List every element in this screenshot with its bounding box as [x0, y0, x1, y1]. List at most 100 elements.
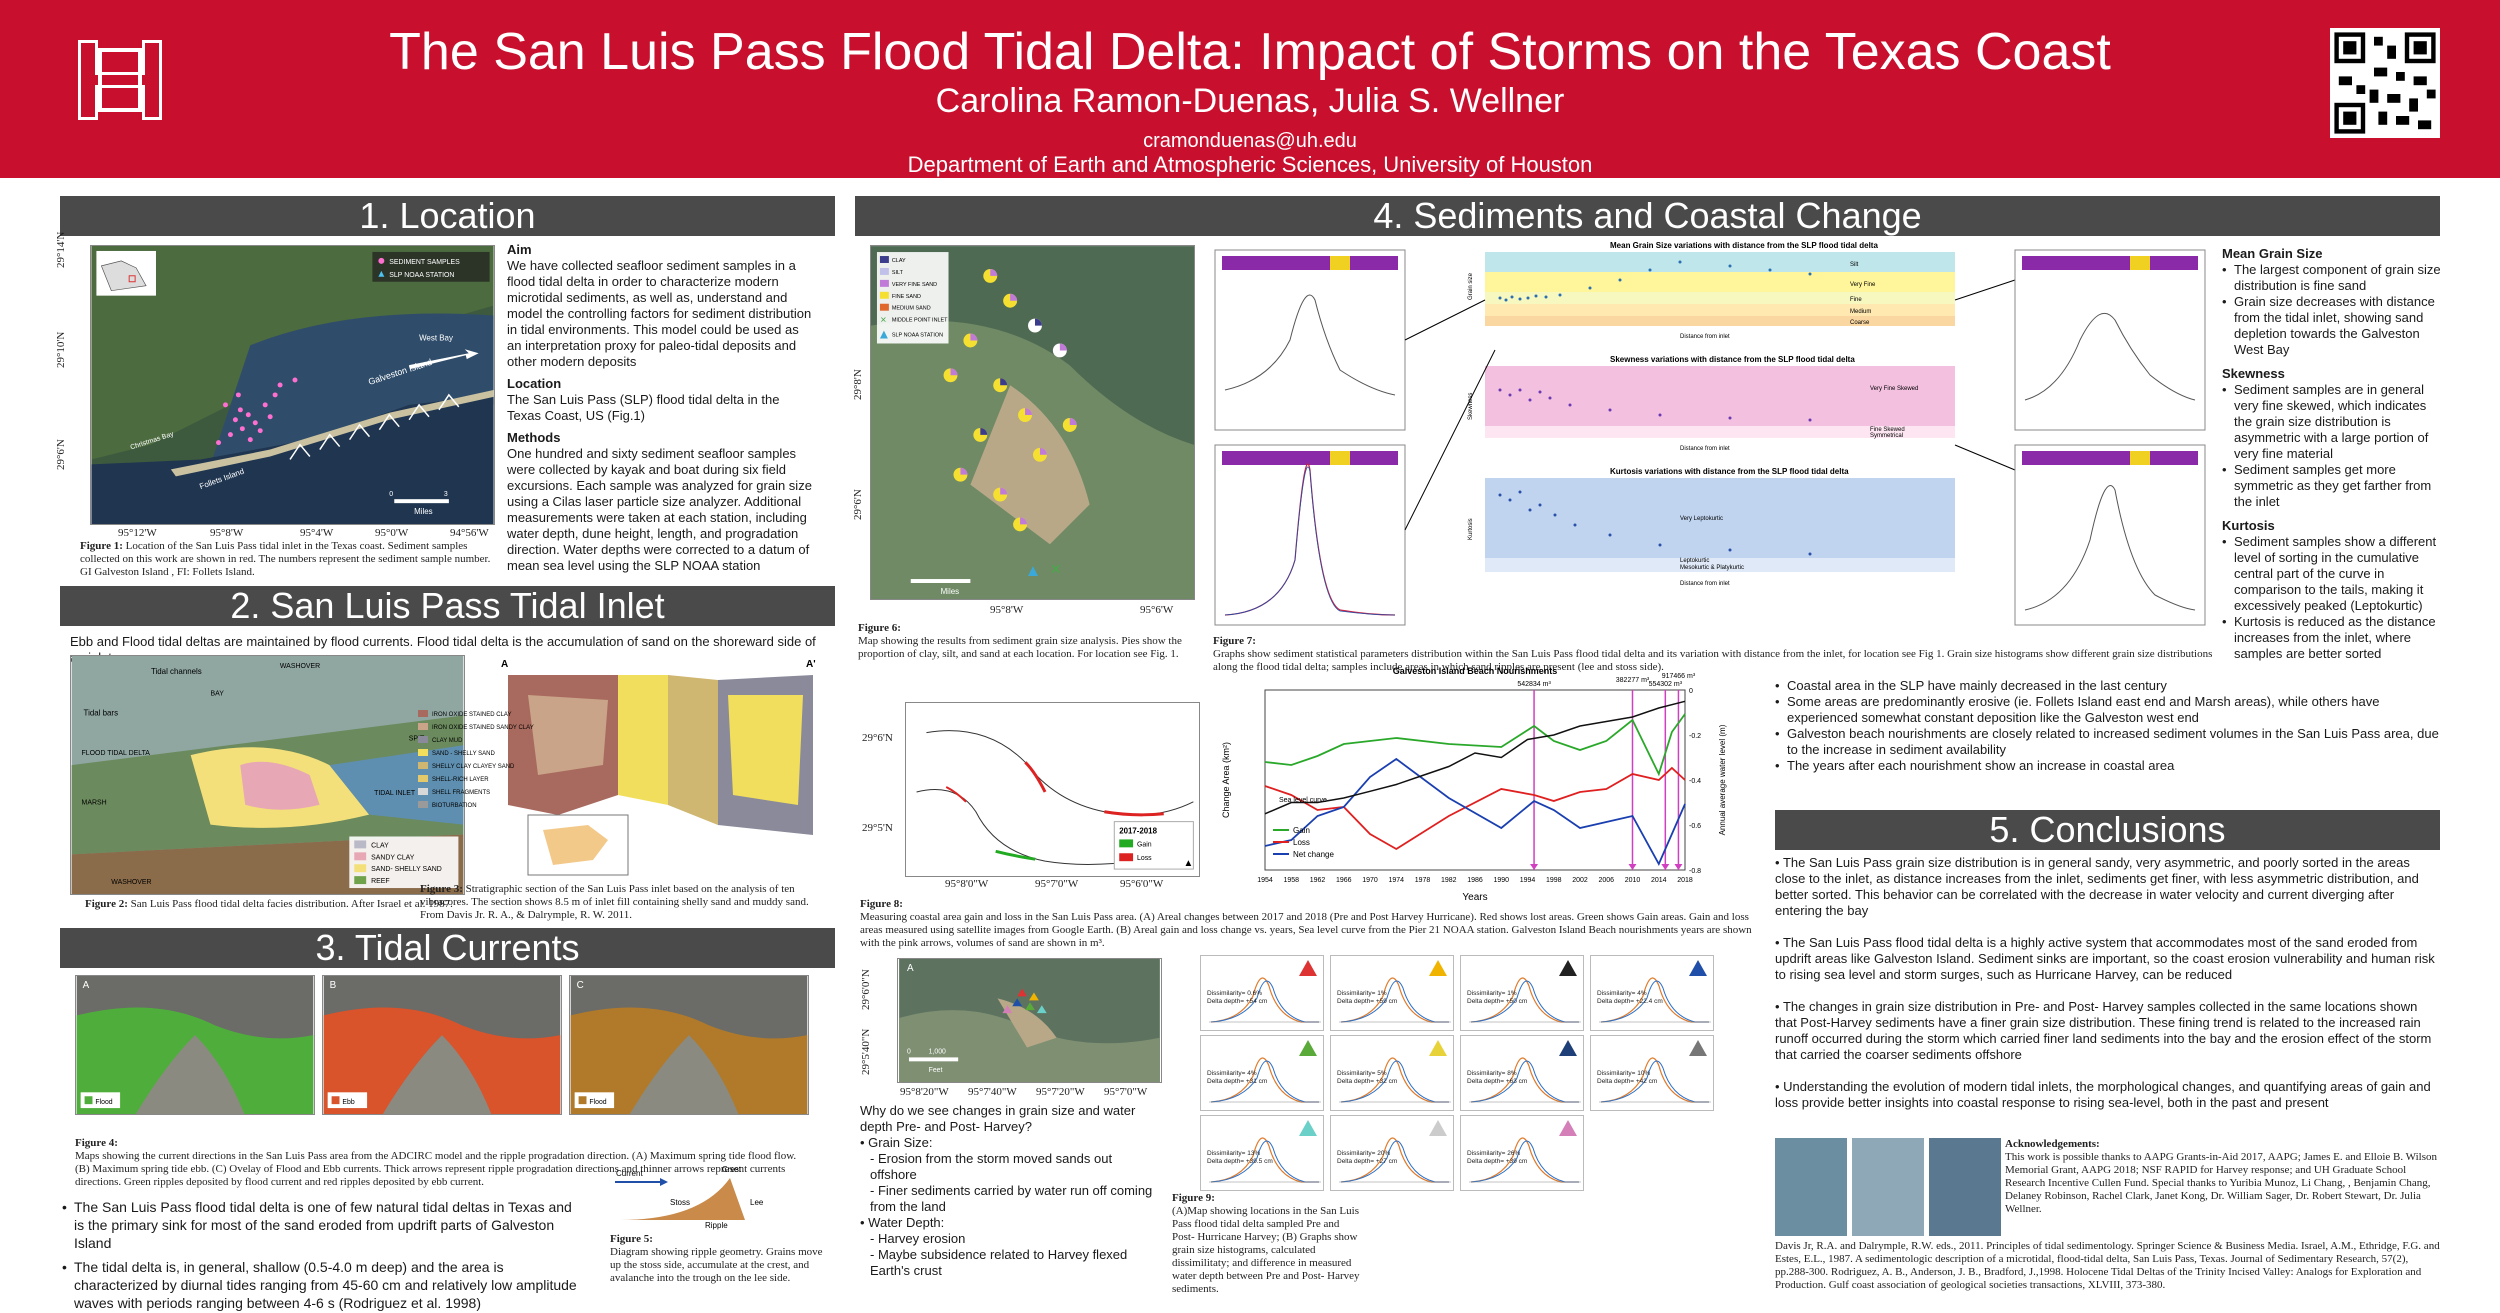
location-triangle-icon [1689, 1040, 1707, 1056]
delta-block-diagram: Tidal channels WASHOVER BAY Tidal bars F… [70, 655, 465, 895]
svg-text:Flood: Flood [589, 1099, 606, 1106]
harvey-histogram: Dissimilarity= 13% Delta depth= +39.5 cm [1200, 1115, 1324, 1191]
svg-text:MEDIUM SAND: MEDIUM SAND [892, 306, 931, 312]
delta-depth-label: Delta depth= +59 cm [1337, 998, 1398, 1005]
dissimilarity-label: Dissimilarity= 1% [1337, 990, 1387, 997]
x-tick-label: 2006 [1598, 877, 1614, 884]
field-photo-kayak [1775, 1138, 1847, 1236]
svg-text:Medium: Medium [1850, 309, 1871, 315]
svg-text:SHELL FRAGMENTS: SHELL FRAGMENTS [432, 790, 490, 796]
nourishment-label: 382277 m³ [1616, 677, 1650, 684]
svg-text:Leptokurtic: Leptokurtic [1680, 558, 1709, 564]
x-tick-label: 1990 [1493, 877, 1509, 884]
dissimilarity-label: Dissimilarity= 1% [1467, 990, 1517, 997]
fig4-caption: Figure 4: Maps showing the current direct… [75, 1137, 797, 1188]
histogram-curves [1209, 977, 1321, 1023]
histogram-curves [1469, 977, 1581, 1023]
svg-text:SPIT: SPIT [409, 735, 425, 742]
location-triangle-icon [1429, 1040, 1447, 1056]
qr-code[interactable] [2330, 28, 2440, 138]
svg-text:Tidal bars: Tidal bars [84, 709, 119, 718]
x-tick-label: 1986 [1467, 877, 1483, 884]
x-tick-label: 2010 [1625, 877, 1641, 884]
x-tick-label: 1978 [1415, 877, 1431, 884]
location-triangle-icon [1559, 1040, 1577, 1056]
svg-text:WASHOVER: WASHOVER [280, 663, 320, 670]
fig2-caption: Figure 2: San Luis Pass flood tidal delt… [85, 898, 453, 910]
svg-text:SAND- SHELLY SAND: SAND- SHELLY SAND [371, 866, 442, 873]
header-banner: The San Luis Pass Flood Tidal Delta: Imp… [0, 0, 2500, 178]
svg-text:West Bay: West Bay [419, 333, 453, 342]
delta-depth-label: Delta depth= +22.4 cm [1597, 998, 1663, 1005]
x-tick-label: 2018 [1677, 877, 1693, 884]
x-tick-label: 1954 [1257, 877, 1273, 884]
histogram-curves [1599, 977, 1711, 1023]
area-change-chart: Galveston Island Beach Nourishments Years… [1221, 666, 1727, 903]
authors: Carolina Ramon-Duenas, Julia S. Wellner [935, 82, 1565, 120]
legend-label: Loss [1293, 838, 1310, 847]
svg-text:SANDY CLAY: SANDY CLAY [371, 854, 415, 861]
svg-text:Fine: Fine [1850, 297, 1862, 303]
svg-text:Miles: Miles [941, 587, 960, 596]
acknowledgements: Acknowledgements: This work is possible … [2005, 1138, 2438, 1215]
svg-text:▲: ▲ [1183, 858, 1193, 869]
author-email[interactable]: cramonduenas@uh.edu [1143, 130, 1357, 152]
svg-text:Kurtosis variations with dista: Kurtosis variations with distance from t… [1610, 467, 1849, 476]
x-tick-label: 1966 [1336, 877, 1352, 884]
svg-text:Gain: Gain [1137, 841, 1152, 848]
y2-tick-label: -0.6 [1689, 823, 1701, 830]
nourishment-arrowhead [1530, 864, 1539, 870]
histogram-curves [1339, 977, 1451, 1023]
sea-level-label: Sea level curve [1279, 797, 1327, 804]
svg-text:A: A [501, 659, 508, 670]
x-tick-label: 1958 [1283, 877, 1299, 884]
x-tick-label: 1994 [1520, 877, 1536, 884]
location-triangle-icon [1689, 960, 1707, 976]
dissimilarity-label: Dissimilarity= 0.6% [1207, 990, 1263, 997]
svg-text:Distance from inlet: Distance from inlet [1680, 446, 1730, 452]
harvey-histogram: Dissimilarity= 20% Delta depth= +27 cm [1330, 1115, 1454, 1191]
department: Department of Earth and Atmospheric Scie… [907, 152, 1593, 177]
fig6-caption: Figure 6: Map showing the results from se… [858, 622, 1182, 660]
svg-text:0: 0 [907, 1048, 911, 1055]
y2-tick-label: -0.8 [1689, 868, 1701, 875]
nourishment-label: 917466 m³ [1662, 673, 1696, 680]
svg-text:0: 0 [389, 491, 393, 498]
harvey-question: Why do we see changes in grain size and … [860, 1103, 1153, 1278]
svg-text:CLAY MUD: CLAY MUD [432, 738, 463, 744]
svg-text:Fine Skewed: Fine Skewed [1870, 427, 1905, 433]
harvey-histogram: Dissimilarity= 1% Delta depth= +59 cm [1330, 955, 1454, 1031]
x-tick-label: 2002 [1572, 877, 1588, 884]
svg-text:Very Leptokurtic: Very Leptokurtic [1680, 516, 1723, 522]
svg-text:MIDDLE POINT INLET: MIDDLE POINT INLET [892, 318, 948, 324]
section-header-currents: 3. Tidal Currents [60, 928, 835, 968]
dissimilarity-label: Dissimilarity= 10% [1597, 1070, 1651, 1077]
svg-text:Mesokurtic & Platykurtic: Mesokurtic & Platykurtic [1680, 565, 1744, 571]
nourishment-arrowhead [1628, 864, 1637, 870]
svg-text:2017-2018: 2017-2018 [1119, 826, 1157, 835]
location-triangle-icon [1559, 1120, 1577, 1136]
sample-pies [943, 268, 1077, 532]
x-tick-label: 1974 [1388, 877, 1404, 884]
histogram-curves [1469, 1137, 1581, 1183]
svg-text:IRON OXIDE STAINED CLAY: IRON OXIDE STAINED CLAY [432, 712, 511, 718]
current-map-flood: Flood A [75, 975, 315, 1115]
gain-loss-map: 2017-2018 Gain Loss ▲ [905, 702, 1200, 877]
svg-text:Kurtosis: Kurtosis [1468, 518, 1474, 540]
fig8-caption: Figure 8: Measuring coastal area gain and… [860, 898, 1752, 949]
harvey-histogram: Dissimilarity= 4% Delta depth= +31 cm [1200, 1035, 1324, 1111]
svg-text:Symmetrical: Symmetrical [1870, 433, 1903, 439]
delta-depth-label: Delta depth= +32 cm [1337, 1078, 1398, 1085]
grain-size-map: CLAY SILT VERY FINE SAND FINE SAND MEDIU… [870, 245, 1195, 600]
series-line-sea-level-curve [1264, 700, 1686, 815]
legend-label: Gain [1293, 826, 1310, 835]
svg-text:SLP NOAA STATION: SLP NOAA STATION [892, 333, 943, 339]
dissimilarity-label: Dissimilarity= 13% [1207, 1150, 1261, 1157]
chart-y2label: Annual average water level (m) [1718, 724, 1727, 835]
svg-text:SAND - SHELLY SAND: SAND - SHELLY SAND [432, 751, 495, 757]
x-tick-label: 1998 [1546, 877, 1562, 884]
harvey-histogram: Dissimilarity= 0.6% Delta depth= +54 cm [1200, 955, 1324, 1031]
delta-depth-label: Delta depth= +42 cm [1597, 1078, 1658, 1085]
current-map-overlay: Flood C [569, 975, 809, 1115]
svg-text:Ebb: Ebb [342, 1099, 354, 1106]
